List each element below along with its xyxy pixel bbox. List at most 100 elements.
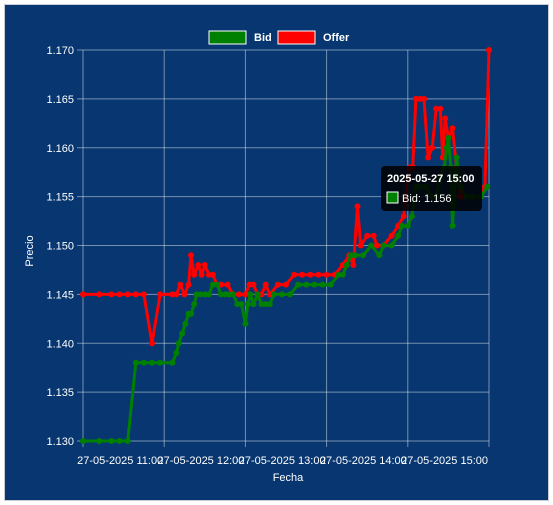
data-point-offer [274, 281, 281, 288]
data-point-offer [188, 252, 194, 259]
data-point-offer [108, 291, 115, 298]
data-point-bid [201, 291, 208, 298]
data-point-offer [96, 291, 103, 298]
data-point-offer [250, 281, 257, 288]
data-point-offer [307, 271, 314, 278]
y-tick-label: 1.160 [46, 143, 74, 155]
y-tick-label: 1.130 [46, 436, 74, 448]
data-point-offer [283, 281, 289, 288]
data-point-bid [169, 359, 176, 366]
data-point-offer [209, 271, 216, 278]
tooltip-body: Bid: 1.156 [402, 193, 452, 205]
data-point-bid [197, 291, 204, 298]
data-point-offer [425, 154, 432, 161]
legend-label-offer[interactable]: Offer [323, 32, 350, 44]
data-point-offer [442, 115, 449, 122]
data-point-offer [350, 262, 357, 268]
data-point-offer [235, 291, 242, 298]
tooltip-box [381, 166, 482, 211]
data-point-bid [295, 281, 302, 288]
data-point-bid [327, 281, 334, 288]
data-point-bid [230, 291, 237, 298]
data-point-bid [360, 252, 367, 259]
data-point-offer [140, 291, 147, 298]
data-point-offer [224, 281, 231, 288]
data-point-offer [149, 340, 155, 347]
data-point-offer [80, 291, 86, 298]
legend-swatch-bid[interactable] [208, 30, 247, 45]
data-point-bid [368, 242, 375, 249]
data-point-offer [400, 213, 407, 220]
data-point-bid [222, 291, 229, 298]
x-tick-label: 27-05-2025 11:00 [77, 455, 163, 467]
data-point-offer [429, 144, 436, 151]
data-point-bid [238, 301, 245, 308]
data-point-bid [182, 320, 189, 327]
data-point-offer [198, 271, 205, 278]
price-chart: 1.170 1.165 1.160 1.155 1.150 1.145 1.140 1.135… [24, 30, 492, 484]
tooltip-title: 2025-05-27 15:00 [387, 173, 474, 185]
data-point-offer [262, 281, 269, 288]
data-point-bid [242, 320, 249, 327]
data-point-bid [140, 359, 147, 366]
data-point-offer [191, 271, 198, 278]
data-point-bid [205, 291, 212, 298]
data-point-bid [250, 301, 257, 308]
tooltip: 2025-05-27 15:00 Bid: 1.156 [381, 166, 482, 211]
data-point-offer [339, 262, 346, 268]
data-point-offer [364, 232, 371, 239]
data-point-bid [408, 213, 415, 220]
data-point-bid [191, 301, 198, 308]
data-point-bid [254, 291, 261, 298]
data-point-bid [303, 281, 310, 288]
data-point-offer [132, 291, 139, 298]
legend[interactable]: Bid Offer [208, 30, 350, 45]
data-point-offer [169, 291, 176, 298]
data-point-offer [195, 262, 202, 268]
data-point-offer [388, 232, 395, 239]
data-point-offer [124, 291, 131, 298]
y-tick-label: 1.150 [46, 241, 74, 253]
data-point-bid [132, 359, 139, 366]
x-tick-label: 27-05-2025 13:00 [239, 455, 326, 467]
data-point-offer [437, 105, 444, 112]
data-point-bid [270, 291, 277, 298]
data-point-offer [373, 242, 380, 249]
data-point-bid [388, 242, 395, 249]
data-point-bid [80, 438, 86, 444]
data-point-bid [266, 301, 273, 308]
data-point-offer [185, 281, 192, 288]
data-point-bid [443, 144, 450, 151]
y-tick-label: 1.165 [46, 94, 74, 106]
series-offer [80, 47, 492, 347]
data-point-bid [244, 301, 251, 308]
data-point-bid [209, 281, 216, 288]
data-point-offer [370, 232, 377, 239]
legend-swatch-offer[interactable] [277, 30, 316, 45]
y-tick-label: 1.140 [46, 338, 74, 350]
data-point-offer [181, 291, 188, 298]
legend-label-bid[interactable]: Bid [254, 32, 272, 44]
data-point-offer [242, 291, 249, 298]
chart-panel: 1.170 1.165 1.160 1.155 1.150 1.145 1.140 1.135… [4, 4, 549, 501]
data-point-bid [96, 438, 103, 444]
data-point-offer [116, 291, 123, 298]
y-axis-title: Precio [24, 235, 36, 266]
data-point-bid [179, 330, 186, 337]
y-tick-label: 1.135 [46, 387, 74, 399]
data-point-offer [433, 105, 440, 112]
data-point-bid [149, 359, 155, 366]
data-point-bid [445, 135, 452, 141]
data-point-bid [173, 350, 180, 356]
data-point-bid [214, 281, 220, 288]
x-axis-title: Fecha [273, 472, 304, 484]
data-point-bid [376, 252, 383, 259]
tooltip-swatch [386, 191, 399, 204]
data-point-offer [291, 271, 298, 278]
data-point-bid [352, 252, 358, 259]
x-tick-label: 27-05-2025 12:00 [158, 455, 245, 467]
data-point-bid [247, 291, 254, 298]
data-point-bid [116, 438, 123, 444]
data-point-bid [395, 232, 402, 239]
y-tick-label: 1.155 [46, 192, 74, 204]
